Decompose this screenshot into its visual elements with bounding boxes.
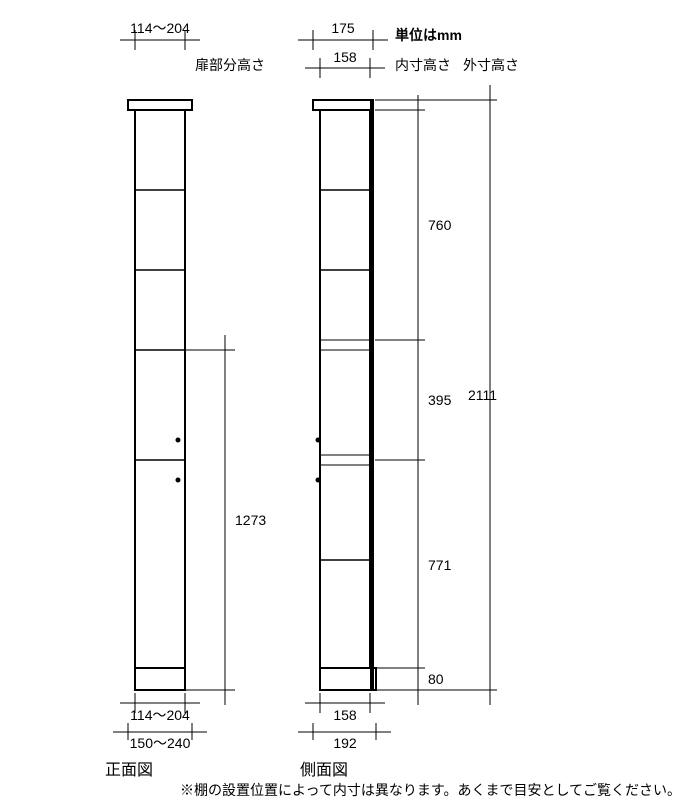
inner-h2-label: 395 <box>428 392 452 408</box>
side-top-inner-depth-label: 158 <box>333 49 357 65</box>
footnote: ※棚の設置位置によって内寸は異なります。あくまで目安としてご覧ください。 <box>180 782 681 798</box>
front-top-inner-width-label: 114～204 <box>130 20 190 36</box>
side-inner-dims: 760 395 771 80 <box>375 95 452 705</box>
side-top-outer-depth-label: 175 <box>331 20 355 36</box>
front-bottom-outer-dim: 150～240 <box>113 723 207 751</box>
front-base <box>135 668 185 690</box>
front-knob-lower <box>176 478 181 483</box>
inner-h3-label: 771 <box>428 557 452 573</box>
inner-h1-label: 760 <box>428 217 452 233</box>
side-top-inner-dim: 158 <box>305 49 385 78</box>
side-title: 側面図 <box>300 761 348 779</box>
side-top-plate <box>313 100 373 110</box>
side-bottom-inner-dim: 158 <box>305 693 385 723</box>
front-top-inner-dim: 114～204 <box>120 20 200 50</box>
front-bottom-outer-width-label: 150～240 <box>130 735 191 751</box>
side-base <box>320 668 376 690</box>
unit-note: 単位はmm <box>395 27 462 43</box>
inner-h4-label: 80 <box>428 671 444 687</box>
front-title: 正面図 <box>105 762 153 779</box>
outer-height-value: 2111 <box>468 387 497 403</box>
side-top-outer-dim: 175 <box>298 20 388 50</box>
side-view: 175 158 内寸高さ 外寸高さ <box>298 20 519 779</box>
front-bottom-inner-width-label: 114～204 <box>130 707 190 723</box>
side-bottom-outer-depth-label: 192 <box>333 735 357 751</box>
front-door-height-dim: 1273 <box>185 335 266 705</box>
side-hinge-lower <box>316 478 321 483</box>
side-bottom-inner-depth-label: 158 <box>333 707 357 723</box>
inner-height-header: 内寸高さ <box>395 57 451 73</box>
door-height-value: 1273 <box>235 512 266 528</box>
front-top-plate <box>128 100 192 110</box>
side-hinge-upper <box>316 438 321 443</box>
side-bottom-outer-dim: 192 <box>298 723 391 751</box>
front-view: 114～204 扉部分高さ 1273 <box>105 20 266 779</box>
front-bottom-inner-dim: 114～204 <box>120 693 200 723</box>
side-body <box>320 110 370 668</box>
outer-height-header: 外寸高さ <box>463 57 519 73</box>
front-knob-upper <box>176 438 181 443</box>
front-body <box>135 110 185 668</box>
door-height-label: 扉部分高さ <box>195 57 265 73</box>
